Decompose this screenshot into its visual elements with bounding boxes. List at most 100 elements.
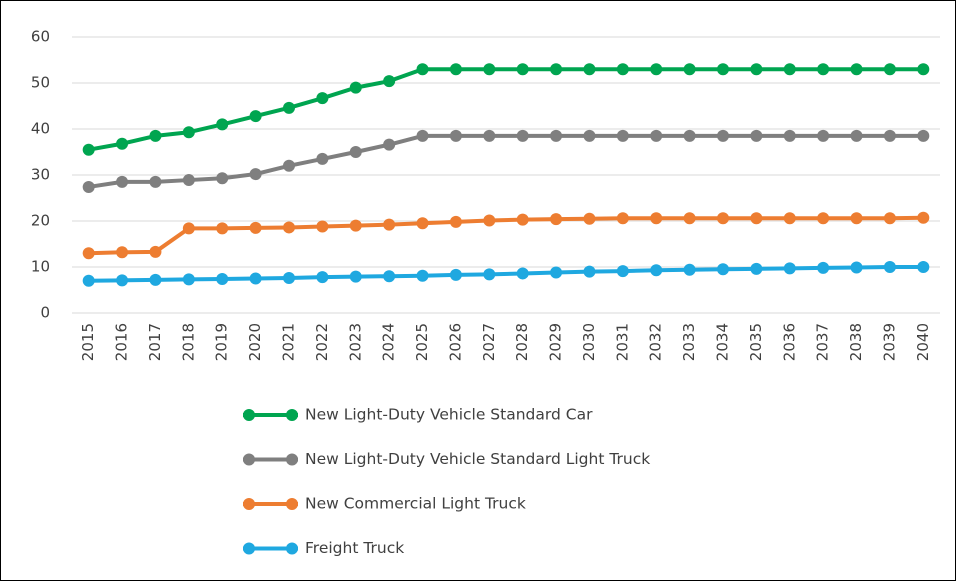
- data-point: [449, 63, 462, 76]
- data-point: [82, 247, 95, 260]
- x-tick-label: 2024: [380, 323, 398, 361]
- y-tick-label: 10: [31, 258, 50, 276]
- data-point: [717, 129, 729, 142]
- data-point: [416, 269, 429, 282]
- legend-entry: New Light-Duty Vehicle Standard Light Tr…: [243, 450, 650, 468]
- data-point: [283, 221, 295, 234]
- data-point: [316, 220, 329, 233]
- data-point: [182, 126, 195, 139]
- data-point: [416, 63, 429, 76]
- data-point: [116, 175, 129, 188]
- data-point: [82, 274, 95, 287]
- legend-marker: [286, 453, 298, 466]
- data-point: [349, 146, 362, 158]
- legend-entry: New Light-Duty Vehicle Standard Car: [243, 406, 593, 424]
- data-point: [550, 63, 563, 76]
- data-point: [349, 270, 362, 283]
- data-point: [216, 222, 229, 235]
- legend-marker: [286, 409, 298, 421]
- data-point: [850, 261, 863, 274]
- data-point: [383, 138, 396, 151]
- legend-label: New Commercial Light Truck: [305, 495, 526, 513]
- data-point: [917, 63, 930, 76]
- x-tick-label: 2032: [647, 323, 665, 361]
- data-point: [449, 268, 462, 281]
- data-point: [850, 63, 863, 76]
- data-point: [583, 212, 596, 225]
- x-tick-label: 2033: [680, 323, 698, 361]
- x-tick-label: 2038: [847, 323, 865, 361]
- x-tick-label: 2023: [346, 323, 364, 361]
- data-point: [583, 265, 596, 278]
- x-tick-label: 2020: [246, 323, 264, 361]
- data-point: [750, 212, 763, 225]
- data-point: [116, 137, 129, 150]
- data-point: [416, 217, 429, 230]
- data-point: [883, 129, 896, 142]
- data-point: [583, 63, 596, 76]
- data-point: [316, 92, 329, 105]
- legend-marker: [286, 498, 298, 510]
- data-point: [283, 159, 295, 172]
- legend-label: Freight Truck: [305, 539, 404, 557]
- data-point: [550, 266, 563, 279]
- data-point: [883, 212, 896, 225]
- data-point: [483, 268, 496, 281]
- data-point: [817, 212, 830, 225]
- x-tick-label: 2030: [580, 323, 598, 361]
- data-point: [516, 213, 529, 226]
- data-point: [750, 262, 763, 275]
- data-point: [483, 214, 496, 227]
- data-point: [483, 129, 496, 142]
- data-point: [683, 212, 696, 225]
- x-tick-label: 2028: [513, 323, 531, 361]
- data-point: [182, 174, 195, 187]
- data-point: [516, 63, 529, 76]
- data-point: [817, 129, 830, 142]
- legend-marker: [243, 498, 255, 510]
- data-point: [717, 263, 729, 276]
- data-point: [917, 211, 930, 224]
- data-point: [616, 212, 629, 225]
- data-point: [182, 222, 195, 235]
- data-point: [283, 101, 295, 114]
- data-point: [149, 245, 162, 258]
- data-point: [182, 273, 195, 286]
- data-point: [383, 270, 396, 283]
- x-tick-label: 2018: [179, 323, 197, 361]
- data-point: [616, 129, 629, 142]
- data-point: [316, 152, 329, 165]
- data-point: [783, 212, 796, 225]
- y-tick-label: 60: [31, 28, 50, 46]
- data-point: [216, 172, 229, 185]
- data-point: [750, 63, 763, 76]
- data-point: [917, 261, 930, 273]
- x-tick-label: 2035: [747, 323, 765, 361]
- data-point: [917, 129, 930, 142]
- data-point: [616, 265, 629, 278]
- data-point: [550, 213, 563, 226]
- data-point: [650, 212, 663, 225]
- data-point: [82, 143, 95, 156]
- x-tick-label: 2019: [213, 323, 231, 361]
- legend-marker: [243, 542, 255, 555]
- data-point: [416, 129, 429, 142]
- legend-label: New Light-Duty Vehicle Standard Light Tr…: [305, 450, 650, 468]
- data-point: [683, 263, 696, 276]
- x-tick-label: 2016: [113, 323, 131, 361]
- data-point: [883, 261, 896, 273]
- data-point: [383, 218, 396, 231]
- x-tick-label: 2015: [79, 323, 97, 361]
- x-tick-label: 2034: [714, 323, 732, 361]
- data-point: [717, 212, 729, 225]
- data-point: [683, 129, 696, 142]
- y-tick-label: 30: [31, 166, 50, 184]
- data-point: [783, 63, 796, 76]
- data-point: [850, 129, 863, 142]
- data-point: [516, 267, 529, 280]
- data-point: [349, 81, 362, 94]
- data-point: [149, 175, 162, 188]
- x-tick-label: 2029: [547, 323, 565, 361]
- data-point: [483, 63, 496, 76]
